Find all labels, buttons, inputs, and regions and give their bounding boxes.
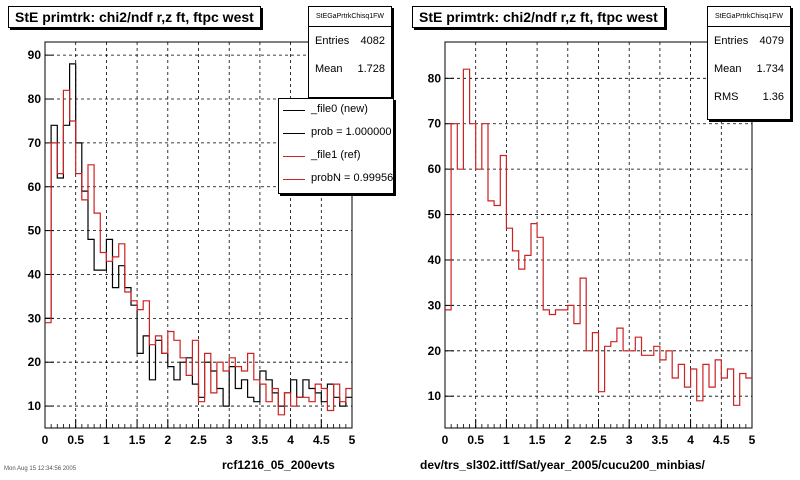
legend-label: prob = 1.000000 [311, 126, 392, 138]
right-x-tick-label: 4 [687, 433, 694, 447]
legend-entry-prob: prob = 1.000000 [279, 122, 393, 145]
right-stats-row-mean: Mean 1.734 [708, 55, 790, 83]
legend-label: probN = 0.999567 [311, 172, 394, 184]
right-y-tick-label: 40 [428, 253, 442, 267]
left-y-tick-label: 20 [28, 355, 42, 369]
legend-line-swatch [283, 156, 305, 157]
left-x-tick-label: 2 [164, 433, 171, 447]
right-x-tick-label: 0 [442, 433, 449, 447]
left-x-tick-label: 0 [42, 433, 49, 447]
right-y-tick-label: 70 [428, 117, 442, 131]
left-y-tick-label: 90 [28, 48, 42, 62]
right-y-tick-label: 80 [428, 71, 442, 85]
legend-line-swatch [283, 133, 305, 134]
left-x-tick-label: 1.5 [129, 433, 146, 447]
right-x-tick-label: 3 [626, 433, 633, 447]
left-stats-row-entries: Entries 4082 [309, 27, 391, 55]
legend-line-swatch [283, 179, 305, 180]
left-y-tick-label: 10 [28, 399, 42, 413]
left-histogram-file1-ref [45, 89, 352, 416]
left-x-tick-label: 2.5 [190, 433, 207, 447]
right-y-tick-label: 50 [428, 208, 442, 222]
left-y-tick-label: 60 [28, 180, 42, 194]
right-stats-value: 1.734 [756, 63, 784, 75]
left-x-tick-label: 1 [103, 433, 110, 447]
right-x-tick-label: 2.5 [590, 433, 607, 447]
left-y-tick-label: 80 [28, 92, 42, 106]
left-legend: _file0 (new) prob = 1.000000 _file1 (ref… [278, 98, 394, 194]
right-y-tick-label: 60 [428, 162, 442, 176]
right-y-tick-label: 10 [428, 389, 442, 403]
right-x-caption: dev/trs_sl302.ittf/Sat/year_2005/cucu200… [420, 458, 705, 472]
right-stats-box: StEGaPrtrkChisq1FW Entries 4079 Mean 1.7… [707, 6, 791, 120]
right-stats-row-entries: Entries 4079 [708, 27, 790, 55]
left-x-tick-label: 5 [349, 433, 356, 447]
right-stats-name: StEGaPrtrkChisq1FW [708, 7, 790, 27]
legend-entry-file0: _file0 (new) [279, 99, 393, 122]
legend-entry-probn: probN = 0.999567 [279, 168, 393, 191]
left-stats-value: 1.728 [357, 63, 385, 75]
left-x-tick-label: 3 [226, 433, 233, 447]
right-y-tick-label: 20 [428, 344, 442, 358]
right-x-tick-label: 1.5 [529, 433, 546, 447]
legend-label: _file1 (ref) [311, 149, 361, 161]
right-x-tick-label: 5 [749, 433, 756, 447]
right-plot-title: StE primtrk: chi2/ndf r,z ft, ftpc west [412, 6, 665, 28]
left-stats-value: 4082 [360, 35, 385, 47]
left-y-tick-label: 30 [28, 311, 42, 325]
left-y-tick-label: 50 [28, 224, 42, 238]
left-x-tick-label: 3.5 [252, 433, 269, 447]
right-x-tick-label: 0.5 [467, 433, 484, 447]
legend-label: _file0 (new) [311, 103, 368, 115]
right-stats-label: RMS [714, 91, 739, 103]
left-stats-label: Mean [315, 63, 343, 75]
right-stats-label: Entries [714, 35, 749, 47]
right-x-tick-label: 1 [503, 433, 510, 447]
right-x-tick-label: 2 [564, 433, 571, 447]
legend-entry-file1: _file1 (ref) [279, 145, 393, 168]
left-x-tick-label: 4.5 [313, 433, 330, 447]
left-y-tick-label: 40 [28, 267, 42, 281]
left-stats-label: Entries [315, 35, 350, 47]
left-stats-box: StEGaPrtrkChisq1FW Entries 4082 Mean 1.7… [308, 6, 392, 98]
footer-timestamp: Mon Aug 15 12:34:56 2005 [4, 466, 77, 472]
left-x-tick-label: 0.5 [67, 433, 84, 447]
legend-line-swatch [283, 110, 305, 111]
right-stats-row-rms: RMS 1.36 [708, 83, 790, 111]
right-stats-value: 1.36 [762, 91, 784, 103]
left-stats-name: StEGaPrtrkChisq1FW [309, 7, 391, 27]
right-x-tick-label: 4.5 [713, 433, 730, 447]
right-y-tick-label: 30 [428, 298, 442, 312]
right-x-tick-label: 3.5 [652, 433, 669, 447]
right-stats-label: Mean [714, 63, 742, 75]
left-stats-row-mean: Mean 1.728 [309, 55, 391, 83]
left-x-caption: rcf1216_05_200evts [222, 458, 335, 472]
left-x-tick-label: 4 [287, 433, 294, 447]
left-y-tick-label: 70 [28, 136, 42, 150]
right-stats-value: 4079 [759, 35, 784, 47]
left-plot-title: StE primtrk: chi2/ndf r,z ft, ftpc west [8, 6, 261, 28]
right-histogram-series [445, 68, 752, 406]
